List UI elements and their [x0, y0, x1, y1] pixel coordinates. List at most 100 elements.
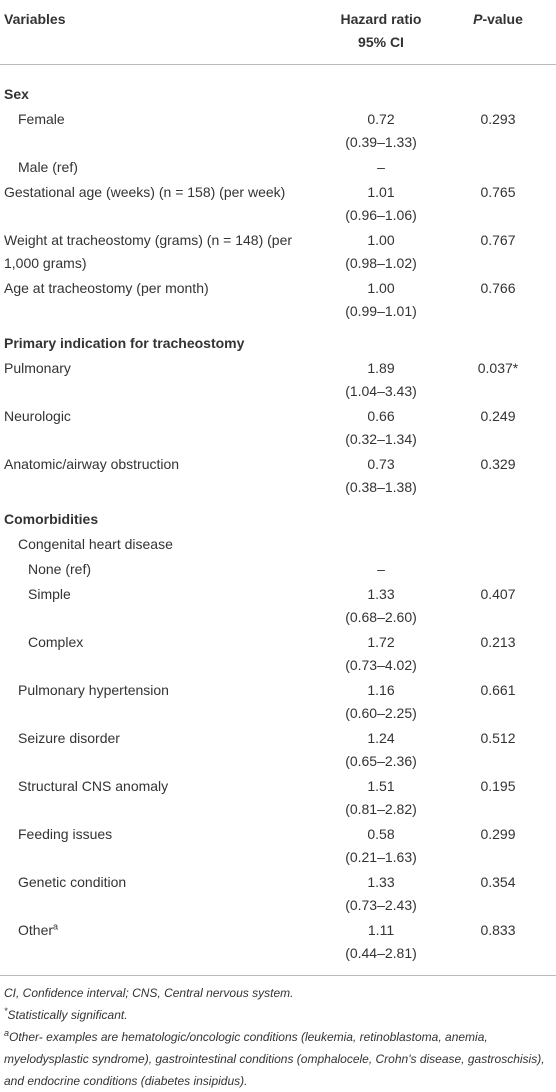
- hazard-ratio: 0.73: [367, 456, 395, 472]
- table-row: Simple 1.33 (0.68–2.60) 0.407: [0, 582, 556, 630]
- hazard-ratio-cell: 1.89 (1.04–3.43): [322, 356, 440, 404]
- variable-cell: Structural CNS anomaly: [0, 774, 322, 822]
- confidence-interval: (0.99–1.01): [345, 303, 417, 319]
- confidence-interval: (0.73–2.43): [345, 897, 417, 913]
- variable-cell: Othera: [0, 918, 322, 976]
- p-value: 0.512: [480, 730, 516, 746]
- p-value: 0.661: [480, 682, 516, 698]
- variable-cell: Weight at tracheostomy (grams) (n = 148)…: [0, 228, 322, 276]
- p-value-cell: 0.833: [440, 918, 556, 976]
- variable-label: Structural CNS anomaly: [18, 778, 169, 794]
- hazard-ratio: 1.00: [367, 232, 395, 248]
- hazard-ratio-cell: 0.58 (0.21–1.63): [322, 822, 440, 870]
- hazard-ratio: 1.51: [367, 778, 395, 794]
- p-value-cell: 0.512: [440, 726, 556, 774]
- header-hr: Hazard ratio: [340, 11, 422, 27]
- variable-cell: Neurologic: [0, 404, 322, 452]
- variable-label: Complex: [28, 634, 84, 650]
- variable-label: Genetic condition: [18, 874, 127, 890]
- p-value: 0.299: [480, 826, 516, 842]
- p-value-cell: [440, 155, 556, 180]
- variable-cell: Anatomic/airway obstruction: [0, 452, 322, 500]
- hazard-ratio-cell: 1.00 (0.99–1.01): [322, 276, 440, 324]
- table-row: Gestational age (weeks) (n = 158) (per w…: [0, 180, 556, 228]
- confidence-interval: (0.39–1.33): [345, 134, 417, 150]
- header-variables: Variables: [4, 11, 66, 27]
- confidence-interval: (0.21–1.63): [345, 849, 417, 865]
- variable-cell: Sex: [0, 65, 322, 108]
- hazard-ratio: –: [377, 159, 385, 175]
- hazard-ratio-cell: 1.00 (0.98–1.02): [322, 228, 440, 276]
- table-row: Neurologic 0.66 (0.32–1.34) 0.249: [0, 404, 556, 452]
- confidence-interval: (0.65–2.36): [345, 753, 417, 769]
- hazard-ratio: 1.00: [367, 280, 395, 296]
- table-row: Anatomic/airway obstruction 0.73 (0.38–1.3…: [0, 452, 556, 500]
- variable-label: Female: [18, 111, 65, 127]
- p-value: 0.293: [480, 111, 516, 127]
- variable-label: Neurologic: [4, 408, 71, 424]
- p-value-cell: 0.195: [440, 774, 556, 822]
- footnote: *Statistically significant.: [4, 1004, 552, 1026]
- variable-cell: Seizure disorder: [0, 726, 322, 774]
- confidence-interval: (1.04–3.43): [345, 383, 417, 399]
- variable-label: Age at tracheostomy (per month): [4, 280, 209, 296]
- p-value: 0.195: [480, 778, 516, 794]
- hazard-ratio-cell: [322, 65, 440, 108]
- footnote-marker: a: [4, 1028, 10, 1038]
- p-value-cell: 0.765: [440, 180, 556, 228]
- confidence-interval: (0.98–1.02): [345, 255, 417, 271]
- p-value-cell: 0.329: [440, 452, 556, 500]
- hazard-ratio: 1.72: [367, 634, 395, 650]
- footnote-marker: *: [4, 1006, 8, 1016]
- footnote-marker: a: [53, 921, 59, 932]
- p-value: 0.213: [480, 634, 516, 650]
- variable-label: Male (ref): [18, 159, 78, 175]
- p-value-cell: 0.407: [440, 582, 556, 630]
- header-p: P-value: [473, 11, 523, 27]
- hazard-ratio-cell: 1.11 (0.44–2.81): [322, 918, 440, 976]
- p-value-cell: 0.354: [440, 870, 556, 918]
- hazard-ratio-cell: 0.66 (0.32–1.34): [322, 404, 440, 452]
- p-value: 0.765: [480, 184, 516, 200]
- variable-label: Simple: [28, 586, 71, 602]
- confidence-interval: (0.81–2.82): [345, 801, 417, 817]
- footnote-text: CI, Confidence interval; CNS, Central ne…: [4, 986, 294, 1000]
- p-value: 0.249: [480, 408, 516, 424]
- p-value-cell: 0.766: [440, 276, 556, 324]
- variable-cell: Complex: [0, 630, 322, 678]
- p-value-cell: 0.661: [440, 678, 556, 726]
- p-value-cell: 0.037*: [440, 356, 556, 404]
- hazard-ratio: 1.01: [367, 184, 395, 200]
- table-row: Pulmonary hypertension 1.16 (0.60–2.25) 0.6…: [0, 678, 556, 726]
- confidence-interval: (0.38–1.38): [345, 479, 417, 495]
- confidence-interval: (0.44–2.81): [345, 945, 417, 961]
- hazard-ratio: 1.33: [367, 874, 395, 890]
- confidence-interval: (0.73–4.02): [345, 657, 417, 673]
- header-ci: 95% CI: [358, 34, 404, 50]
- hazard-ratio-cell: [322, 324, 440, 356]
- variable-cell: Feeding issues: [0, 822, 322, 870]
- variable-label: Comorbidities: [4, 511, 99, 527]
- table-row: Weight at tracheostomy (grams) (n = 148)…: [0, 228, 556, 276]
- p-value-cell: [440, 500, 556, 532]
- variable-label: Pulmonary hypertension: [18, 682, 169, 698]
- table-row: None (ref) –: [0, 557, 556, 582]
- p-value: 0.833: [480, 922, 516, 938]
- hazard-ratio-cell: 1.24 (0.65–2.36): [322, 726, 440, 774]
- hazard-ratio: 1.33: [367, 586, 395, 602]
- hazard-ratio: 0.66: [367, 408, 395, 424]
- p-value-cell: 0.249: [440, 404, 556, 452]
- p-value-cell: 0.213: [440, 630, 556, 678]
- hazard-ratio-cell: –: [322, 557, 440, 582]
- variable-cell: Comorbidities: [0, 500, 322, 532]
- variable-label: Sex: [4, 86, 29, 102]
- variable-cell: Pulmonary: [0, 356, 322, 404]
- variable-cell: Age at tracheostomy (per month): [0, 276, 322, 324]
- table-row: Othera 1.11 (0.44–2.81) 0.833: [0, 918, 556, 976]
- p-value-cell: 0.299: [440, 822, 556, 870]
- p-value-cell: [440, 557, 556, 582]
- variable-label: Weight at tracheostomy (grams) (n = 148)…: [4, 232, 293, 271]
- variable-cell: Simple: [0, 582, 322, 630]
- table-row: Seizure disorder 1.24 (0.65–2.36) 0.512: [0, 726, 556, 774]
